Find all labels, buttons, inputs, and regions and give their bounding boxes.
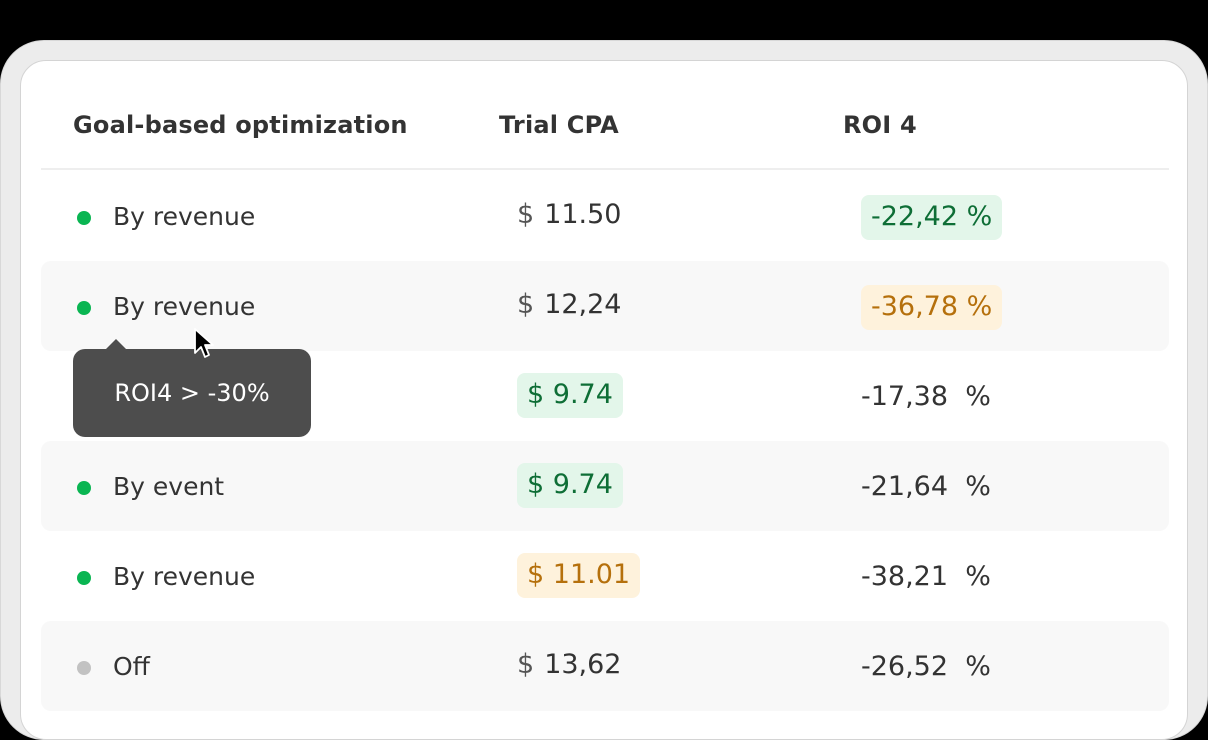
roi4-value: -17,38 % — [861, 381, 991, 412]
dollar-sign: $ — [517, 199, 535, 230]
table-row[interactable]: Off $13,62 -26,52 % — [41, 621, 1169, 711]
trial-cpa-value: $13,62 — [517, 649, 622, 680]
trial-cpa-badge-good: $ 9.74 — [517, 373, 623, 418]
goal-label: By revenue — [113, 562, 256, 591]
column-header-goal[interactable]: Goal-based optimization — [73, 111, 408, 139]
column-header-trial-cpa[interactable]: Trial CPA — [499, 111, 619, 139]
table-header: Goal-based optimization Trial CPA ROI 4 — [41, 61, 1169, 170]
status-dot-off-icon — [77, 661, 91, 675]
status-dot-active-icon — [77, 211, 91, 225]
status-dot-active-icon — [77, 481, 91, 495]
dollar-sign: $ — [517, 649, 535, 680]
goal-label: By revenue — [113, 202, 256, 231]
trial-cpa-value: $12,24 — [517, 289, 622, 320]
roi4-badge-warning: -36,78 % — [861, 285, 1003, 330]
table-row[interactable]: By event $ 9.74 -21,64 % — [41, 441, 1169, 531]
status-dot-active-icon — [77, 571, 91, 585]
goal-label: Off — [113, 652, 150, 681]
tooltip-text: ROI4 > -30% — [114, 379, 270, 407]
goal-label: By event — [113, 472, 225, 501]
column-header-roi4[interactable]: ROI 4 — [843, 111, 917, 139]
status-dot-active-icon — [77, 301, 91, 315]
table-row[interactable]: By revenue $12,24 -36,78 % — [41, 261, 1169, 351]
tooltip-arrow — [105, 339, 127, 350]
trial-cpa-value: $11.50 — [517, 199, 622, 230]
trial-cpa-badge-good: $ 9.74 — [517, 463, 623, 508]
dollar-sign: $ — [517, 289, 535, 320]
table-row[interactable]: By revenue $ 11.01 -38,21 % — [41, 531, 1169, 621]
roi4-value: -26,52 % — [861, 651, 991, 682]
roi4-value: -38,21 % — [861, 561, 991, 592]
roi4-badge-good: -22,42 % — [861, 195, 1003, 240]
roi4-value: -21,64 % — [861, 471, 991, 502]
table-row[interactable]: By revenue $11.50 -22,42 % — [41, 171, 1169, 261]
trial-cpa-badge-warning: $ 11.01 — [517, 553, 641, 598]
mouse-pointer-icon — [194, 328, 214, 358]
goal-label[interactable]: By revenue — [113, 292, 256, 321]
optimization-table-card: Goal-based optimization Trial CPA ROI 4 … — [20, 60, 1188, 740]
goal-tooltip: ROI4 > -30% — [73, 339, 311, 437]
